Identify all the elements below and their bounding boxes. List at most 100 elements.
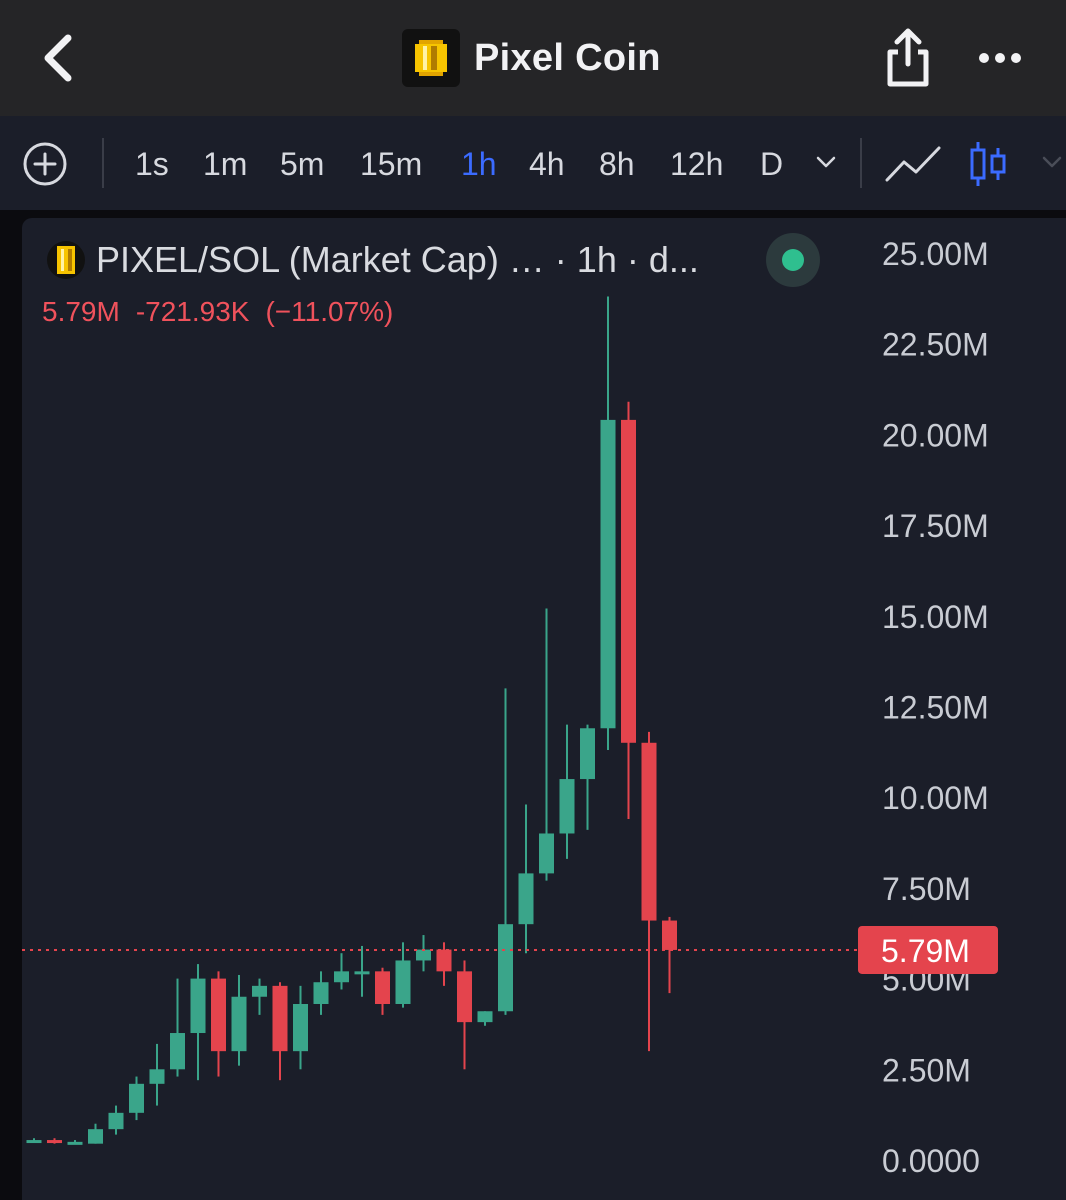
timeframe-1m[interactable]: 1m	[203, 146, 248, 182]
candle	[641, 731, 657, 1052]
candle	[231, 974, 247, 1066]
candle-body	[580, 728, 595, 780]
y-tick-label: 25.00M	[882, 236, 989, 272]
candle	[621, 401, 636, 819]
timeframe-1h[interactable]: 1h	[461, 146, 497, 182]
add-indicator-button[interactable]	[22, 141, 68, 187]
candle-body	[641, 742, 657, 921]
candle	[662, 916, 677, 994]
chart-type-dropdown[interactable]	[1040, 150, 1064, 174]
candle-body	[539, 833, 554, 874]
current-price-label: 5.79M	[881, 933, 970, 969]
back-button[interactable]	[30, 28, 90, 88]
candle-body	[313, 982, 329, 1004]
more-options-button[interactable]	[974, 38, 1026, 78]
y-tick-label: 7.50M	[882, 871, 971, 907]
candle	[498, 688, 513, 1015]
toolbar-divider	[860, 138, 862, 188]
chart-toolbar: 1s 1m 5m 15m 1h 4h 8h 12h D	[0, 116, 1066, 210]
candle-body	[354, 971, 370, 975]
candle	[313, 971, 329, 1015]
candle	[170, 978, 185, 1077]
candle-body	[129, 1083, 144, 1113]
candle	[457, 960, 472, 1070]
candle-body	[518, 873, 534, 925]
candle-body	[108, 1112, 124, 1130]
timeframe-D[interactable]: D	[760, 146, 784, 182]
candle	[129, 1076, 144, 1121]
candle	[580, 724, 595, 830]
chevron-down-icon	[816, 156, 836, 168]
candle-body	[272, 985, 288, 1052]
change-value: -721.93K	[135, 296, 250, 327]
candle-body	[231, 996, 247, 1052]
y-tick-label: 10.00M	[882, 780, 989, 816]
candle	[334, 953, 349, 990]
candle	[149, 1043, 165, 1106]
symbol-label: PIXEL/SOL (Market Cap) … · 1h · d...	[96, 239, 699, 280]
y-tick-label: 0.0000	[882, 1143, 980, 1179]
app-header: Pixel Coin	[0, 0, 1066, 116]
candle	[375, 967, 390, 1015]
candle-body	[457, 971, 472, 1023]
candle	[252, 978, 267, 1015]
y-tick-label: 17.50M	[882, 508, 989, 544]
timeframe-dropdown[interactable]	[814, 150, 838, 174]
share-button[interactable]	[880, 26, 936, 90]
change-percent: (−11.07%)	[265, 296, 394, 327]
candle	[108, 1105, 124, 1135]
line-chart-button[interactable]	[884, 144, 942, 184]
candle	[436, 942, 452, 986]
page-title: Pixel Coin	[474, 36, 661, 79]
candle-body	[334, 971, 349, 983]
candle	[293, 985, 308, 1070]
candle	[600, 296, 616, 751]
y-tick-label: 2.50M	[882, 1052, 971, 1088]
candle-body	[211, 978, 226, 1052]
timeframe-8h[interactable]: 8h	[599, 146, 635, 182]
candle	[47, 1138, 62, 1144]
candle-body	[416, 949, 431, 961]
toolbar-divider	[102, 138, 104, 188]
y-tick-label: 12.50M	[882, 690, 989, 726]
timeframe-4h[interactable]: 4h	[529, 146, 565, 182]
candle-body	[395, 960, 411, 1004]
timeframe-1s[interactable]: 1s	[135, 146, 169, 182]
price-change-row: 5.79M -721.93K (−11.07%)	[42, 296, 393, 328]
chevron-down-icon	[1042, 156, 1062, 168]
y-tick-label: 22.50M	[882, 327, 989, 363]
timeframe-12h[interactable]: 12h	[670, 146, 724, 182]
candle	[26, 1138, 42, 1144]
candle-body	[88, 1129, 103, 1144]
timeframe-15m[interactable]: 15m	[360, 146, 423, 182]
y-tick-label: 20.00M	[882, 417, 989, 453]
live-status-indicator[interactable]	[766, 233, 820, 287]
candle-body	[170, 1033, 185, 1070]
candle-body	[375, 971, 390, 1004]
candle	[416, 935, 431, 972]
line-chart-icon	[885, 146, 941, 182]
chart-panel[interactable]: 0.0000 2.50M 5.00M 7.50M 10.00M 12.50M 15.00M 1…	[22, 218, 1066, 1200]
candle-body	[477, 1011, 493, 1023]
timeframe-5m[interactable]: 5m	[280, 146, 325, 182]
chart-legend: PIXEL/SOL (Market Cap) … · 1h · d...	[46, 238, 699, 282]
candle	[477, 1011, 493, 1026]
candle-body	[600, 419, 616, 729]
candlestick-chart-button[interactable]	[968, 140, 1008, 188]
candle	[395, 942, 411, 1008]
plus-circle-icon	[23, 142, 67, 186]
candle-body	[149, 1069, 165, 1084]
coin-logo-icon	[47, 241, 85, 279]
candlestick-chart[interactable]: 0.00002.50M5.00M7.50M10.00M12.50M15.00M1…	[22, 218, 1066, 1200]
candle	[539, 608, 554, 881]
candle	[559, 724, 575, 859]
candle	[67, 1140, 83, 1145]
candle-body	[190, 978, 206, 1034]
candle-body	[47, 1140, 62, 1144]
candle-body	[436, 949, 452, 972]
candle-body	[26, 1140, 42, 1144]
candle	[190, 964, 206, 1081]
candle	[211, 971, 226, 1077]
last-value: 5.79M	[42, 296, 120, 327]
candle-body	[498, 924, 513, 1012]
